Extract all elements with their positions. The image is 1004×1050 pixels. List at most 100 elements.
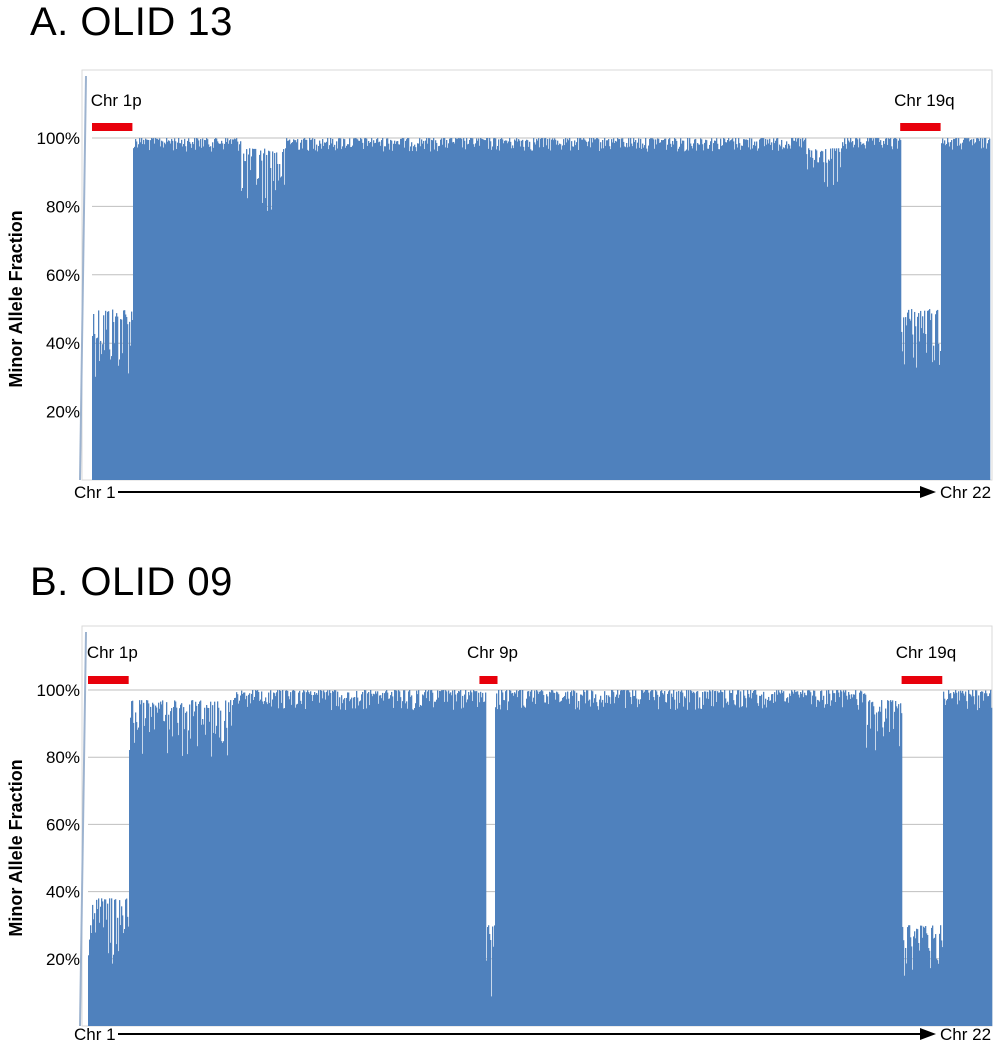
data-bar <box>895 701 897 1026</box>
data-bar <box>238 150 240 480</box>
data-bar <box>369 143 371 480</box>
data-bar <box>656 691 658 1026</box>
data-bar <box>535 144 537 481</box>
data-bar <box>612 690 614 1026</box>
data-bar <box>578 149 580 480</box>
data-bar <box>131 311 133 480</box>
data-bar <box>247 706 249 1026</box>
data-bar <box>980 138 982 481</box>
data-bar <box>189 141 191 480</box>
data-bar <box>219 737 221 1026</box>
data-bar <box>988 696 990 1026</box>
data-bar <box>292 142 294 480</box>
data-bar <box>482 692 484 1026</box>
data-bar <box>484 701 486 1026</box>
data-bar <box>370 690 372 1026</box>
data-bar <box>598 709 600 1026</box>
data-bar <box>655 690 657 1026</box>
data-bar <box>432 140 434 481</box>
data-bar <box>446 691 448 1026</box>
data-bar <box>398 144 400 480</box>
data-bar <box>929 950 931 1026</box>
data-bar <box>161 704 163 1026</box>
data-bar <box>418 143 420 480</box>
data-bar <box>760 138 762 480</box>
data-bar <box>618 697 620 1026</box>
data-bar <box>481 697 483 1026</box>
data-bar <box>447 701 449 1026</box>
data-bar <box>742 706 744 1026</box>
data-bar <box>95 376 97 480</box>
data-bar <box>881 144 883 480</box>
data-bar <box>461 138 463 481</box>
data-bar <box>522 690 524 1026</box>
data-bar <box>377 691 379 1026</box>
data-bar <box>468 143 470 480</box>
y-tick-label: 20% <box>46 950 80 969</box>
data-bar <box>730 692 732 1026</box>
data-bar <box>465 149 467 480</box>
data-bar <box>208 144 210 480</box>
data-bar <box>274 693 276 1026</box>
data-bar <box>222 143 224 481</box>
data-bar <box>361 139 363 481</box>
data-bar <box>204 139 206 480</box>
data-bar <box>506 690 508 1026</box>
data-bar <box>301 139 303 481</box>
data-bar <box>449 693 451 1026</box>
data-bar <box>106 919 108 1026</box>
data-bar <box>311 694 313 1026</box>
data-bar <box>280 177 282 481</box>
data-bar <box>384 693 386 1026</box>
data-bar <box>968 690 970 1026</box>
data-bar <box>123 310 125 480</box>
data-bar <box>104 350 106 480</box>
data-bar <box>130 717 132 1026</box>
data-bar <box>603 148 605 480</box>
data-bar <box>547 138 549 480</box>
data-bar <box>528 146 530 481</box>
data-bar <box>203 146 205 480</box>
data-bar <box>196 705 198 1026</box>
data-bar <box>140 704 142 1026</box>
data-bar <box>712 151 714 480</box>
data-bar <box>646 148 648 480</box>
data-bar <box>411 142 413 480</box>
data-bar <box>183 143 185 481</box>
data-bar <box>278 180 280 480</box>
data-bar <box>331 143 333 480</box>
data-bar <box>620 147 622 480</box>
data-bar <box>638 699 640 1026</box>
data-bar <box>586 690 588 1026</box>
data-bar <box>155 138 157 480</box>
data-bar <box>185 146 187 480</box>
data-bar <box>344 698 346 1026</box>
data-bar <box>982 691 984 1026</box>
data-bar <box>846 148 848 480</box>
data-bar <box>182 755 184 1026</box>
data-bar <box>215 138 217 480</box>
data-bar <box>920 310 922 480</box>
data-bar <box>534 690 536 1026</box>
data-bar <box>911 309 913 480</box>
data-bar <box>956 692 958 1026</box>
data-bar <box>315 694 317 1026</box>
data-bar <box>533 697 535 1026</box>
data-bar <box>657 138 659 481</box>
data-bar <box>541 138 543 480</box>
data-bar <box>516 690 518 1026</box>
data-bar <box>193 144 195 481</box>
data-bar <box>472 138 474 480</box>
data-bar <box>259 154 261 480</box>
data-bar <box>671 147 673 480</box>
data-bar <box>749 138 751 480</box>
data-bar <box>680 691 682 1026</box>
y-tick-label: 100% <box>37 129 80 148</box>
data-bar <box>903 940 905 1026</box>
data-bar <box>681 690 683 1026</box>
data-bar <box>778 150 780 480</box>
data-bar <box>550 692 552 1026</box>
data-bar <box>375 691 377 1026</box>
data-bar <box>209 146 211 480</box>
data-bar <box>667 693 669 1026</box>
